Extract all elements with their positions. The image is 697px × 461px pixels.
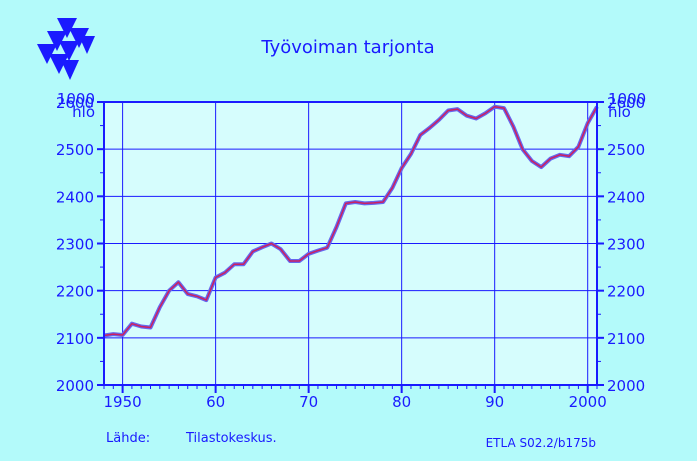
y-tick-label-right: 2300	[607, 236, 645, 254]
x-tick-label: 80	[392, 393, 411, 411]
etla-logo-icon	[37, 18, 95, 80]
y-tick-label-right: 2200	[607, 283, 645, 301]
y-unit-label-left: 1000	[57, 90, 95, 108]
y-axis-right: 2000 2100 2200 2300 2400 2500 2600	[597, 94, 645, 395]
y-tick-label-left: 2600	[56, 94, 94, 112]
y-tick-label-right: 2600	[607, 94, 645, 112]
y-tick-label-right: 2000	[607, 377, 645, 395]
grid	[104, 102, 597, 385]
x-tick-label: 2000	[569, 393, 607, 411]
y-unit-sublabel-right: hlö	[608, 103, 631, 121]
chart-title: Työvoiman tarjonta	[260, 37, 434, 58]
footer-code: ETLA S02.2/b175b	[486, 436, 596, 450]
x-tick-label: 60	[206, 393, 225, 411]
x-tick-label: 90	[485, 393, 504, 411]
y-tick-label-left: 2200	[56, 283, 94, 301]
y-tick-label-right: 2500	[607, 141, 645, 159]
y-tick-label-right: 2100	[607, 330, 645, 348]
source-value: Tilastokeskus.	[185, 431, 277, 446]
y-tick-label-left: 2000	[56, 377, 94, 395]
y-tick-label-left: 2100	[56, 330, 94, 348]
y-tick-label-left: 2500	[56, 141, 94, 159]
series-group	[103, 104, 599, 338]
series-line	[103, 105, 598, 337]
x-axis: 1950 60 70 80 90 2000	[103, 385, 607, 411]
y-tick-label-left: 2300	[56, 236, 94, 254]
y-tick-label-left: 2400	[56, 188, 94, 206]
y-unit-sublabel-left: hlö	[72, 103, 95, 121]
x-tick-label: 1950	[104, 393, 142, 411]
source-label: Lähde:	[106, 431, 150, 446]
x-tick-label: 70	[299, 393, 318, 411]
y-unit-label-right: 1000	[608, 90, 646, 108]
y-axis-left: 2000 2100 2200 2300 2400 2500 2600	[56, 94, 104, 395]
plot-frame	[103, 101, 598, 386]
y-tick-label-right: 2400	[607, 188, 645, 206]
